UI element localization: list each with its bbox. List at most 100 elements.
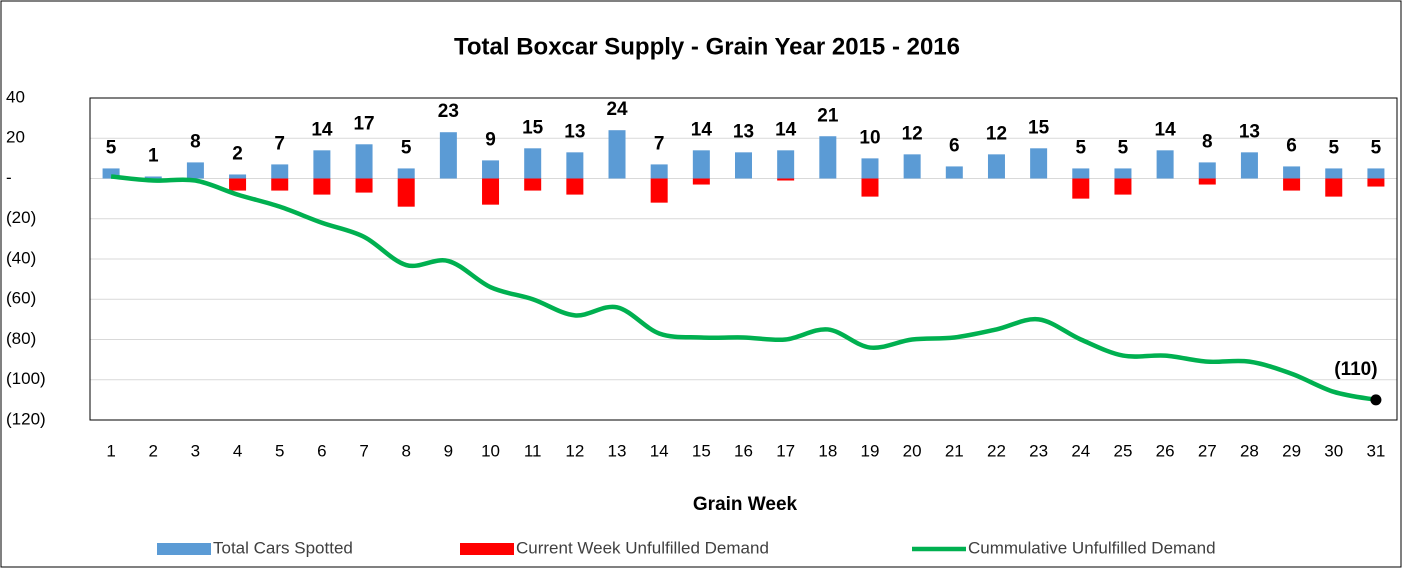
bar — [313, 150, 331, 179]
bar — [355, 178, 373, 193]
bar — [1198, 178, 1216, 185]
x-tick-label: 22 — [987, 441, 1006, 460]
bar — [1367, 168, 1385, 179]
x-tick-label: 16 — [734, 441, 753, 460]
data-label: 6 — [949, 135, 960, 156]
line — [110, 174, 1377, 403]
data-label: 5 — [401, 137, 412, 158]
data-label: 5 — [1118, 137, 1129, 158]
x-tick-label: 31 — [1366, 441, 1385, 460]
bar — [650, 178, 668, 203]
bar — [1283, 178, 1301, 191]
x-tick-label: 4 — [233, 441, 242, 460]
legend-swatch — [460, 543, 514, 555]
x-tick-label: 29 — [1282, 441, 1301, 460]
bar — [735, 152, 752, 179]
x-tick-label: 8 — [401, 441, 410, 460]
legend-label: Current Week Unfulfilled Demand — [516, 538, 769, 557]
y-tick-label: 40 — [6, 87, 25, 106]
y-tick-label: 20 — [6, 128, 25, 147]
data-label: 21 — [817, 105, 839, 126]
bar — [229, 178, 247, 191]
data-label: 5 — [1328, 137, 1339, 158]
y-tick-label: (80) — [6, 329, 36, 348]
bar — [1325, 178, 1343, 197]
data-label: 7 — [274, 133, 285, 154]
bar — [186, 162, 204, 179]
data-label: 15 — [1028, 117, 1050, 138]
y-tick-label: - — [6, 168, 12, 187]
bar — [777, 178, 795, 181]
data-label: 12 — [986, 123, 1007, 144]
bar — [692, 150, 710, 179]
data-label: 23 — [438, 101, 459, 122]
x-tick-label: 27 — [1198, 441, 1217, 460]
bar — [861, 178, 879, 197]
bar — [397, 168, 415, 179]
bar — [144, 176, 162, 179]
x-tick-label: 6 — [317, 441, 326, 460]
x-tick-label: 14 — [650, 441, 669, 460]
bar — [819, 136, 837, 179]
x-tick-label: 25 — [1113, 441, 1132, 460]
bar — [102, 168, 120, 179]
y-tick-label: (60) — [6, 289, 36, 308]
bar — [1114, 178, 1132, 195]
legend-label: Total Cars Spotted — [213, 538, 353, 557]
bar — [271, 164, 289, 179]
bar — [692, 178, 710, 185]
data-label: 9 — [485, 129, 496, 150]
data-label: 6 — [1286, 135, 1297, 156]
chart-title: Total Boxcar Supply - Grain Year 2015 - … — [454, 33, 960, 60]
bar — [1072, 178, 1090, 199]
data-label: 10 — [859, 127, 880, 148]
legend-label: Cummulative Unfulfilled Demand — [968, 538, 1216, 557]
data-label: 24 — [606, 99, 628, 120]
data-label: 15 — [522, 117, 544, 138]
bar — [777, 150, 795, 179]
data-label: 14 — [775, 119, 797, 140]
x-tick-label: 12 — [565, 441, 584, 460]
data-label: 12 — [902, 123, 923, 144]
bar — [1156, 150, 1174, 179]
x-tick-label: 9 — [444, 441, 453, 460]
x-tick-label: 24 — [1071, 441, 1090, 460]
x-tick-label: 19 — [861, 441, 880, 460]
x-tick-label: 17 — [776, 441, 795, 460]
bar — [397, 178, 415, 207]
bar — [482, 178, 500, 205]
x-tick-label: 11 — [524, 441, 542, 460]
x-tick-label: 20 — [903, 441, 922, 460]
data-label: 14 — [311, 119, 333, 140]
data-label: 2 — [232, 143, 243, 164]
x-tick-label: 7 — [359, 441, 368, 460]
data-label: 13 — [1239, 121, 1260, 142]
x-tick-label: 3 — [191, 441, 200, 460]
bar — [355, 144, 373, 179]
x-tick-label: 5 — [275, 441, 284, 460]
data-label: 13 — [564, 121, 585, 142]
bar — [524, 178, 542, 191]
x-axis-label: Grain Week — [693, 494, 798, 515]
x-tick-label: 18 — [818, 441, 837, 460]
data-label: 17 — [353, 113, 374, 134]
data-label: 7 — [654, 133, 665, 154]
bar — [861, 158, 879, 179]
bar — [271, 178, 289, 191]
data-label: 13 — [733, 121, 754, 142]
data-label: 8 — [1202, 131, 1213, 152]
data-label: 14 — [691, 119, 713, 140]
point-marker — [1370, 394, 1382, 406]
bar — [313, 178, 331, 195]
data-label: 8 — [190, 131, 201, 152]
x-tick-label: 2 — [149, 441, 158, 460]
bar — [1030, 148, 1048, 179]
bar — [439, 132, 457, 179]
bar — [1240, 152, 1258, 179]
bar — [945, 166, 963, 179]
data-label: (110) — [1334, 359, 1377, 380]
bar — [1072, 168, 1090, 179]
bar — [1325, 168, 1343, 179]
